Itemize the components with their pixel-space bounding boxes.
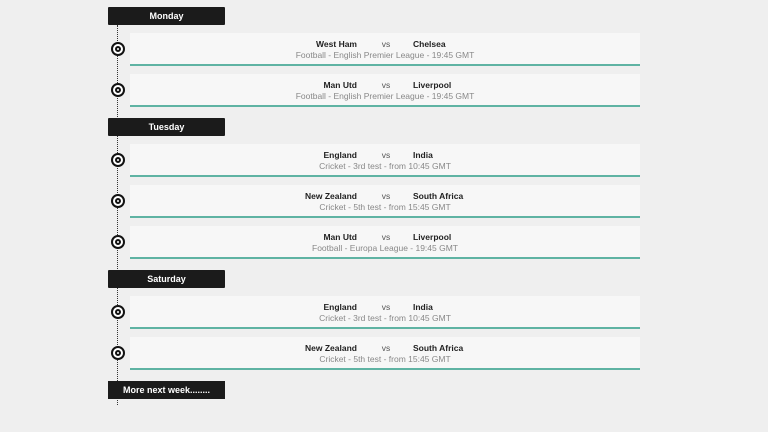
timeline-line	[117, 25, 118, 405]
event-card[interactable]: England vs India Cricket - 3rd test - fr…	[111, 296, 640, 329]
day-header: Monday	[108, 7, 225, 25]
day-header: Tuesday	[108, 118, 225, 136]
home-team: England	[323, 150, 357, 160]
event-details: Cricket - 3rd test - from 10:45 GMT	[319, 313, 451, 323]
event-details: Cricket - 3rd test - from 10:45 GMT	[319, 161, 451, 171]
away-team: India	[413, 302, 433, 312]
event-card[interactable]: England vs India Cricket - 3rd test - fr…	[111, 144, 640, 177]
away-team: India	[413, 150, 433, 160]
target-icon	[111, 235, 125, 249]
matchup: New Zealand vs South Africa	[130, 342, 640, 354]
vs-label: vs	[381, 80, 391, 90]
matchup: New Zealand vs South Africa	[130, 190, 640, 202]
event-card[interactable]: West Ham vs Chelsea Football - English P…	[111, 33, 640, 66]
vs-label: vs	[381, 232, 391, 242]
event-details: Cricket - 5th test - from 15:45 GMT	[319, 202, 451, 212]
home-team: West Ham	[316, 39, 357, 49]
home-team: New Zealand	[305, 191, 357, 201]
vs-label: vs	[381, 39, 391, 49]
vs-label: vs	[381, 191, 391, 201]
matchup: Man Utd vs Liverpool	[130, 231, 640, 243]
home-team: England	[323, 302, 357, 312]
home-team: New Zealand	[305, 343, 357, 353]
away-team: South Africa	[413, 191, 464, 201]
away-team: Chelsea	[413, 39, 446, 49]
target-icon	[111, 42, 125, 56]
away-team: South Africa	[413, 343, 464, 353]
target-icon	[111, 305, 125, 319]
vs-label: vs	[381, 302, 391, 312]
away-team: Liverpool	[413, 80, 452, 90]
day-group: Tuesday England vs India Cricket - 3rd t…	[0, 118, 768, 259]
target-icon	[111, 83, 125, 97]
home-team: Man Utd	[323, 232, 357, 242]
day-header: Saturday	[108, 270, 225, 288]
matchup: England vs India	[130, 301, 640, 313]
event-card[interactable]: Man Utd vs Liverpool Football - English …	[111, 74, 640, 107]
matchup: Man Utd vs Liverpool	[130, 79, 640, 91]
day-group: Saturday England vs India Cricket - 3rd …	[0, 270, 768, 370]
matchup: West Ham vs Chelsea	[130, 38, 640, 50]
home-team: Man Utd	[323, 80, 357, 90]
event-details: Football - English Premier League - 19:4…	[295, 50, 475, 60]
event-card[interactable]: Man Utd vs Liverpool Football - Europa L…	[111, 226, 640, 259]
target-icon	[111, 153, 125, 167]
vs-label: vs	[381, 150, 391, 160]
target-icon	[111, 346, 125, 360]
event-card[interactable]: New Zealand vs South Africa Cricket - 5t…	[111, 337, 640, 370]
vs-label: vs	[381, 343, 391, 353]
matchup: England vs India	[130, 149, 640, 161]
event-details: Football - English Premier League - 19:4…	[295, 91, 475, 101]
event-card[interactable]: New Zealand vs South Africa Cricket - 5t…	[111, 185, 640, 218]
more-next-week-button[interactable]: More next week........	[108, 381, 225, 399]
away-team: Liverpool	[413, 232, 452, 242]
event-details: Football - Europa League - 19:45 GMT	[312, 243, 458, 253]
day-group: Monday West Ham vs Chelsea Football - En…	[0, 7, 768, 107]
timeline: Monday West Ham vs Chelsea Football - En…	[0, 7, 768, 399]
target-icon	[111, 194, 125, 208]
event-details: Cricket - 5th test - from 15:45 GMT	[319, 354, 451, 364]
